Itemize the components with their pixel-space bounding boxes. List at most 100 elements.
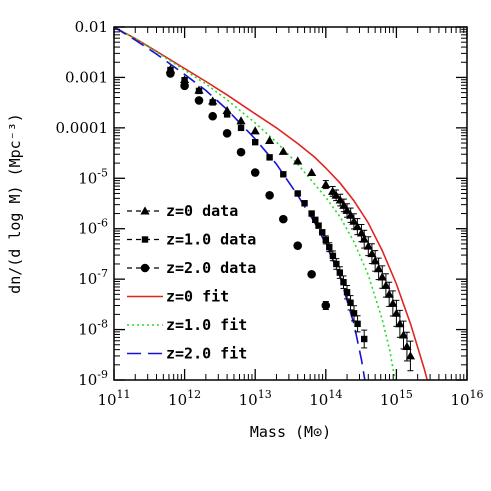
data-point-triangle <box>363 241 373 250</box>
data-point-square <box>312 216 319 224</box>
fit-curve-3 <box>114 27 429 380</box>
data-point-square <box>350 310 358 317</box>
legend-label: z=1.0 fit <box>166 316 247 334</box>
data-point-square <box>319 229 326 236</box>
y-tick-label: 0.001 <box>65 68 108 86</box>
data-point-square <box>294 190 301 197</box>
axis-ticks <box>113 26 468 381</box>
data-point-triangle <box>236 116 246 125</box>
data-point-square <box>340 278 347 286</box>
legend-swatch-marker <box>141 236 149 243</box>
data-point-triangle <box>388 298 398 307</box>
data-point-triangle <box>391 308 401 317</box>
x-tick-labels: 1011 1012 1013 1014 1015 1016 <box>97 388 483 409</box>
data-point-circle <box>208 111 217 121</box>
y-tick-label: 10-9 <box>78 368 108 389</box>
data-points <box>165 64 416 372</box>
data-point-circle <box>278 214 288 224</box>
data-point-triangle <box>331 190 341 199</box>
data-point-triangle <box>307 167 317 176</box>
data-point-triangle <box>395 319 405 328</box>
legend-entry: z=0 fit <box>127 288 229 306</box>
data-point-triangle <box>346 210 356 219</box>
data-point-triangle <box>377 272 387 281</box>
data-point-circle <box>166 69 175 78</box>
data-point-square <box>361 335 368 343</box>
y-axis-title: dn/(d log M) (Mpc⁻³) <box>6 113 24 294</box>
data-point-triangle <box>367 249 377 258</box>
data-point-triangle <box>370 256 380 265</box>
y-tick-labels: 0.01 0.001 0.0001 10-5 10-6 10-7 10-8 10-9 <box>56 18 109 389</box>
y-tick-label: 10-5 <box>78 166 108 187</box>
data-point-circle <box>236 147 246 157</box>
y-tick-label: 10-6 <box>78 217 108 238</box>
data-point-square <box>329 252 337 260</box>
legend-entry: z=2.0 fit <box>127 345 247 363</box>
data-point-circle <box>222 128 232 138</box>
x-axis-title: Mass (M⊙) <box>250 423 331 441</box>
data-point-square <box>195 87 203 95</box>
data-point-triangle <box>402 341 412 351</box>
data-point-square <box>266 154 273 161</box>
data-point-circle <box>321 301 331 310</box>
data-point-square <box>326 243 333 251</box>
legend-label: z=0 fit <box>166 288 229 306</box>
data-point-triangle <box>342 205 352 214</box>
data-point-square <box>315 222 322 229</box>
x-tick-label: 1012 <box>168 388 201 409</box>
legend-swatch-marker <box>140 206 150 215</box>
data-point-triangle <box>384 289 394 298</box>
y-tick-label: 10-8 <box>78 318 108 339</box>
legend-entry: z=1.0 data <box>127 231 256 249</box>
data-point-square <box>322 236 329 244</box>
data-point-triangle <box>335 195 345 204</box>
legend: z=0 data z=1.0 data z=2.0 data z=0 fit z=1.0… <box>127 202 256 363</box>
data-point-square <box>354 320 361 328</box>
data-point-square <box>347 299 354 306</box>
legend-swatch-marker <box>140 263 150 273</box>
data-point-circle <box>250 168 260 177</box>
y-tick-label: 0.01 <box>75 18 108 36</box>
legend-label: z=2.0 fit <box>166 345 247 363</box>
data-point-triangle <box>359 234 369 243</box>
x-tick-label: 1011 <box>97 388 130 409</box>
legend-entry: z=2.0 data <box>127 259 256 277</box>
fit-curve-4 <box>114 27 396 380</box>
data-point-circle <box>194 96 204 105</box>
x-tick-label: 1013 <box>239 388 272 409</box>
data-point-square <box>223 111 231 118</box>
data-point-triangle <box>293 156 303 165</box>
plot-frame <box>113 26 468 381</box>
data-point-triangle <box>405 351 416 360</box>
data-point-square <box>209 99 216 106</box>
x-tick-label: 1014 <box>309 388 342 409</box>
x-tick-label: 1015 <box>380 388 413 409</box>
data-point-triangle <box>381 280 391 289</box>
data-point-square <box>280 171 287 178</box>
data-point-circle <box>265 190 274 200</box>
data-point-square <box>333 260 340 268</box>
data-point-triangle <box>398 330 409 339</box>
data-point-triangle <box>349 216 359 225</box>
data-point-square <box>181 77 188 84</box>
data-point-triangle <box>352 222 362 231</box>
x-tick-label: 1016 <box>450 388 483 409</box>
data-point-triangle <box>265 135 275 145</box>
fit-curves <box>114 27 429 380</box>
data-point-square <box>343 289 351 296</box>
legend-entry: z=0 data <box>127 202 238 220</box>
legend-label: z=0 data <box>166 202 238 220</box>
data-point-square <box>237 124 245 132</box>
data-point-circle <box>307 269 316 279</box>
legend-label: z=2.0 data <box>166 259 256 277</box>
data-point-square <box>301 200 308 207</box>
fit-curve-5 <box>114 27 366 380</box>
legend-label: z=1.0 data <box>166 231 256 249</box>
y-tick-label: 10-7 <box>78 267 108 288</box>
legend-entry: z=1.0 fit <box>127 316 247 334</box>
data-point-triangle <box>374 264 384 273</box>
data-point-triangle <box>278 146 288 155</box>
data-point-circle <box>180 81 189 91</box>
data-point-triangle <box>321 179 331 189</box>
